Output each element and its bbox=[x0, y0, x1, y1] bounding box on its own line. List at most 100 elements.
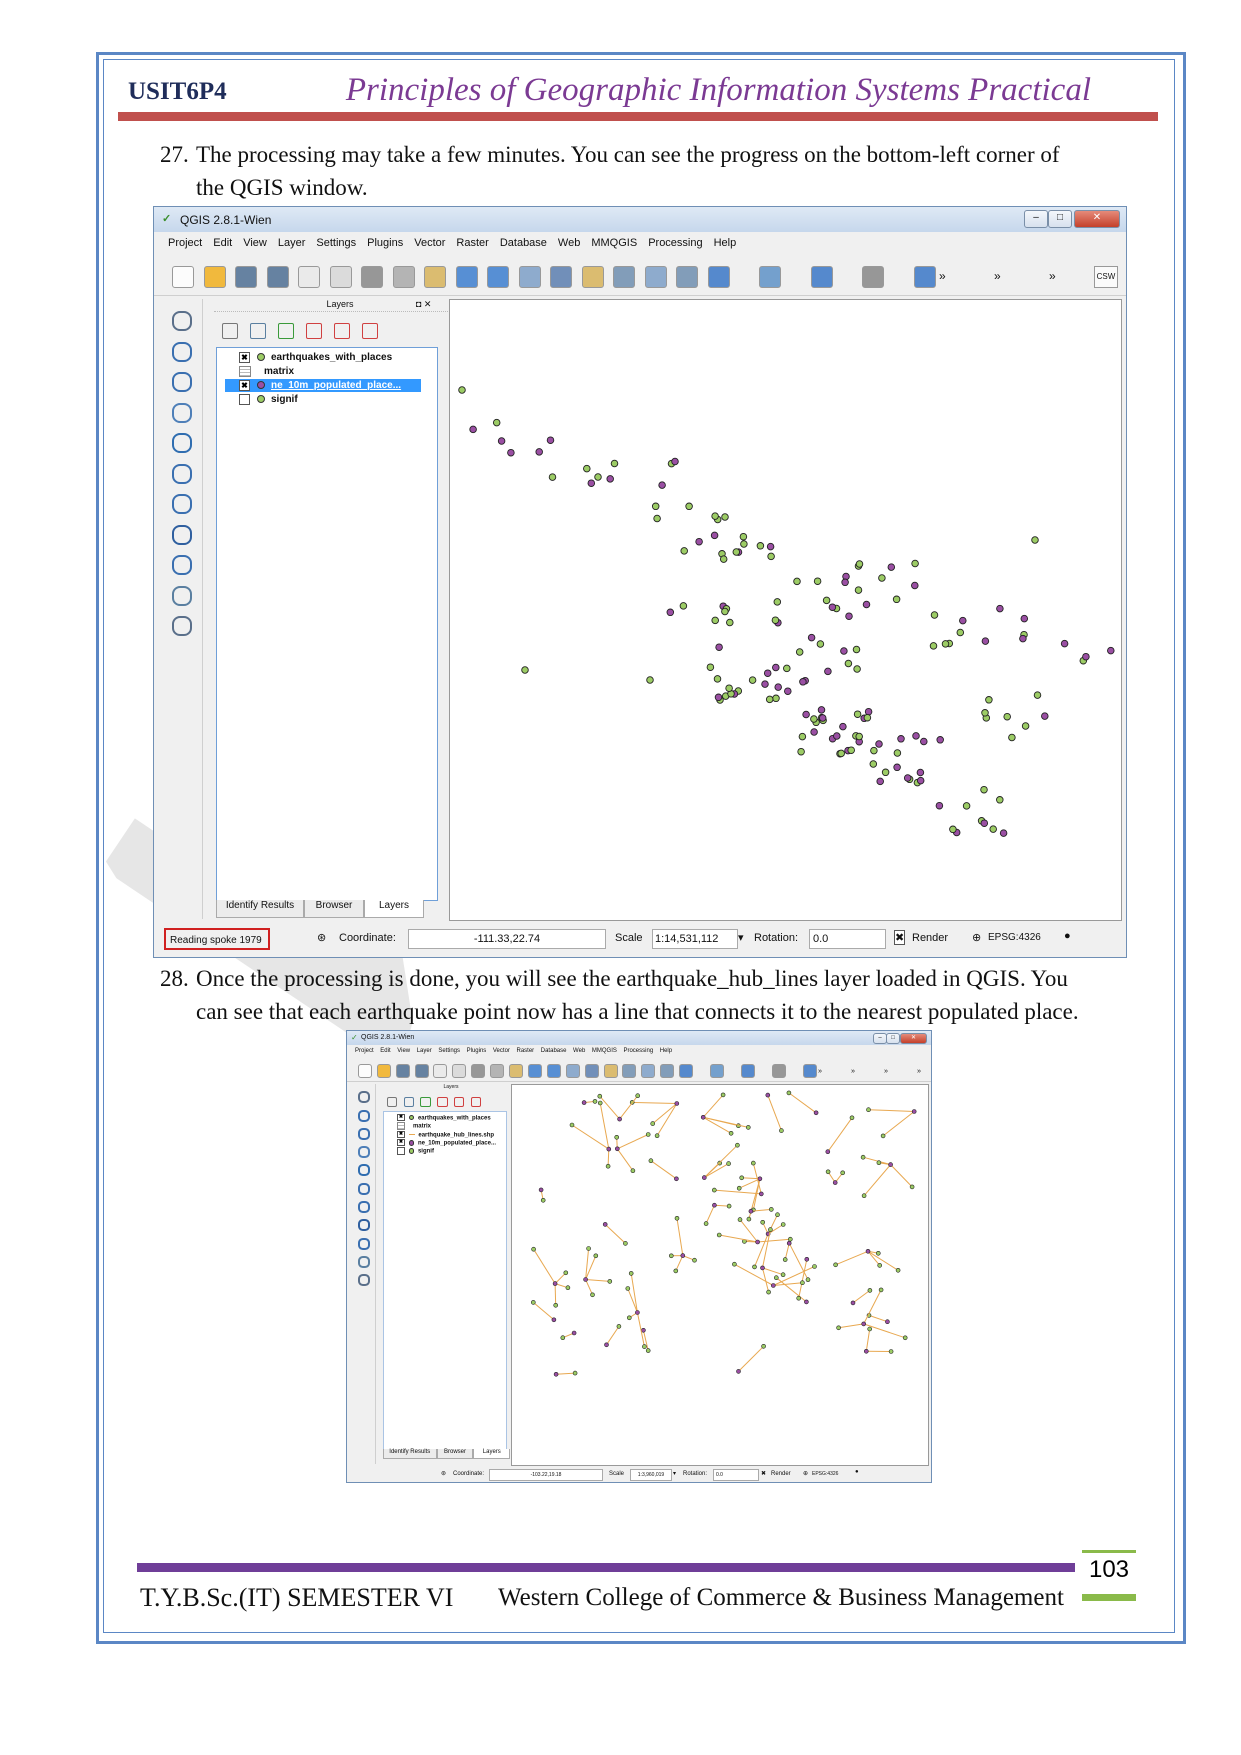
new-project-icon[interactable] bbox=[172, 266, 194, 288]
menu-database[interactable]: Database bbox=[499, 237, 547, 249]
message-bubble-icon[interactable]: ● bbox=[1064, 930, 1071, 942]
zoom-out-icon[interactable] bbox=[487, 266, 509, 288]
composer-manager-icon[interactable] bbox=[452, 1064, 467, 1079]
new-print-composer-icon[interactable] bbox=[298, 266, 320, 288]
add-raster-layer-icon[interactable] bbox=[172, 341, 192, 362]
menu-view[interactable]: View bbox=[243, 237, 267, 249]
layer-item[interactable]: matrix bbox=[225, 365, 294, 378]
panel-float-close-icons[interactable]: ◘ ✕ bbox=[416, 299, 432, 309]
filter-legend-icon[interactable] bbox=[420, 1096, 431, 1107]
pan-to-selection-icon[interactable] bbox=[424, 266, 446, 288]
collapse-all-icon[interactable] bbox=[454, 1096, 465, 1107]
add-mssql-layer-icon[interactable] bbox=[358, 1164, 371, 1177]
pan-to-selection-icon[interactable] bbox=[509, 1064, 523, 1079]
open-project-icon[interactable] bbox=[376, 1064, 391, 1079]
zoom-last-icon[interactable] bbox=[641, 1064, 656, 1079]
menu-layer[interactable]: Layer bbox=[277, 237, 306, 249]
menu-settings[interactable]: Settings bbox=[438, 1048, 461, 1054]
add-delimited-text-icon[interactable] bbox=[172, 585, 192, 606]
layer-visibility-checkbox[interactable]: ✖ bbox=[397, 1130, 405, 1138]
add-wcs-layer-icon[interactable] bbox=[172, 524, 192, 545]
layer-visibility-checkbox[interactable]: ✖ bbox=[397, 1139, 405, 1147]
menu-raster[interactable]: Raster bbox=[456, 237, 489, 249]
menu-project[interactable]: Project bbox=[168, 237, 203, 249]
menu-help[interactable]: Help bbox=[659, 1048, 673, 1054]
add-wms-layer-icon[interactable] bbox=[172, 494, 192, 514]
zoom-in-icon[interactable] bbox=[527, 1064, 542, 1079]
chevron-down-icon[interactable]: ▾ bbox=[673, 1471, 677, 1477]
add-group-icon[interactable] bbox=[222, 323, 238, 339]
layer-item[interactable]: signif bbox=[389, 1147, 434, 1155]
add-wfs-layer-icon[interactable] bbox=[172, 555, 192, 575]
csw-button[interactable]: CSW bbox=[1094, 266, 1118, 288]
layer-visibility-checkbox[interactable] bbox=[239, 393, 250, 405]
layer-visibility-checkbox[interactable] bbox=[397, 1147, 405, 1155]
close-button[interactable]: ✕ bbox=[900, 1033, 927, 1044]
menu-web[interactable]: Web bbox=[557, 237, 581, 249]
menu-plugins[interactable]: Plugins bbox=[367, 237, 404, 249]
menu-project[interactable]: Project bbox=[355, 1048, 374, 1054]
layer-item[interactable]: ✖ earthquake_hub_lines.shp bbox=[389, 1130, 494, 1139]
remove-layer-icon[interactable] bbox=[362, 323, 378, 339]
add-wcs-layer-icon[interactable] bbox=[358, 1219, 371, 1232]
scale-combo[interactable]: 1:14,531,112 bbox=[652, 929, 738, 949]
new-shapefile-icon[interactable] bbox=[172, 616, 192, 636]
toolbar-overflow-icon[interactable]: » bbox=[939, 269, 946, 283]
crs-status[interactable]: EPSG:4326 bbox=[988, 932, 1041, 943]
georef-icon[interactable] bbox=[913, 266, 936, 288]
render-checkbox[interactable]: ✖ bbox=[761, 1471, 767, 1477]
add-postgis-layer-icon[interactable] bbox=[358, 1127, 371, 1140]
help-icon[interactable] bbox=[740, 1064, 755, 1079]
menu-edit[interactable]: Edit bbox=[213, 237, 233, 249]
tab-layers[interactable]: Layers bbox=[364, 900, 424, 918]
add-wfs-layer-icon[interactable] bbox=[358, 1237, 371, 1250]
messages-icon[interactable]: ⊛ bbox=[441, 1471, 447, 1477]
add-group-icon[interactable] bbox=[386, 1096, 398, 1107]
zoom-next-icon[interactable] bbox=[660, 1064, 675, 1079]
add-delimited-text-icon[interactable] bbox=[358, 1255, 371, 1268]
expand-all-icon[interactable] bbox=[306, 323, 322, 339]
menu-view[interactable]: View bbox=[397, 1048, 411, 1054]
save-as-icon[interactable] bbox=[414, 1064, 429, 1079]
add-mssql-layer-icon[interactable] bbox=[172, 433, 192, 453]
zoom-actual-icon[interactable] bbox=[565, 1064, 580, 1079]
zoom-to-selection-icon[interactable] bbox=[603, 1064, 618, 1079]
map-canvas[interactable] bbox=[449, 299, 1122, 921]
rotation-spinbox[interactable]: 0.0 bbox=[713, 1469, 759, 1481]
zoom-out-icon[interactable] bbox=[546, 1064, 561, 1079]
zoom-last-icon[interactable] bbox=[644, 266, 667, 288]
tab-browser[interactable]: Browser bbox=[304, 900, 364, 918]
render-checkbox[interactable]: ✖ bbox=[894, 930, 906, 945]
minimize-button[interactable]: – bbox=[873, 1033, 887, 1044]
layer-visibility-checkbox[interactable]: ✖ bbox=[239, 379, 250, 391]
help-icon[interactable] bbox=[810, 266, 833, 288]
manage-visibility-icon[interactable] bbox=[403, 1096, 414, 1107]
menu-web[interactable]: Web bbox=[573, 1048, 586, 1054]
tab-identify-results[interactable]: Identify Results bbox=[216, 900, 304, 918]
expand-all-icon[interactable] bbox=[437, 1096, 448, 1107]
maximize-button[interactable]: □ bbox=[886, 1033, 900, 1044]
maximize-button[interactable]: □ bbox=[1048, 210, 1072, 228]
message-bubble-icon[interactable]: ● bbox=[855, 1469, 859, 1475]
menu-vector[interactable]: Vector bbox=[414, 237, 446, 249]
minimize-button[interactable]: – bbox=[1024, 210, 1048, 228]
menu-help[interactable]: Help bbox=[713, 237, 737, 249]
add-wms-layer-icon[interactable] bbox=[358, 1201, 371, 1213]
new-shapefile-icon[interactable] bbox=[358, 1274, 371, 1287]
touch-zoom-icon[interactable] bbox=[471, 1064, 486, 1079]
layer-item[interactable]: ✖ ne_10m_populated_place... bbox=[225, 379, 421, 392]
refresh-icon[interactable] bbox=[679, 1064, 694, 1079]
zoom-actual-icon[interactable] bbox=[518, 266, 541, 288]
menu-settings[interactable]: Settings bbox=[316, 237, 357, 249]
toolbar-overflow-icon[interactable]: » bbox=[851, 1066, 855, 1075]
add-oracle-layer-icon[interactable] bbox=[358, 1182, 371, 1195]
add-postgis-layer-icon[interactable] bbox=[172, 372, 192, 392]
toolbar-overflow-icon[interactable]: » bbox=[884, 1066, 888, 1075]
manage-visibility-icon[interactable] bbox=[250, 323, 266, 339]
add-vector-layer-icon[interactable] bbox=[172, 311, 192, 331]
new-project-icon[interactable] bbox=[357, 1064, 372, 1079]
zoom-to-selection-icon[interactable] bbox=[581, 266, 604, 288]
save-project-icon[interactable] bbox=[235, 266, 257, 288]
layer-item[interactable]: ✖ earthquakes_with_places bbox=[225, 351, 392, 364]
add-raster-layer-icon[interactable] bbox=[358, 1109, 371, 1122]
